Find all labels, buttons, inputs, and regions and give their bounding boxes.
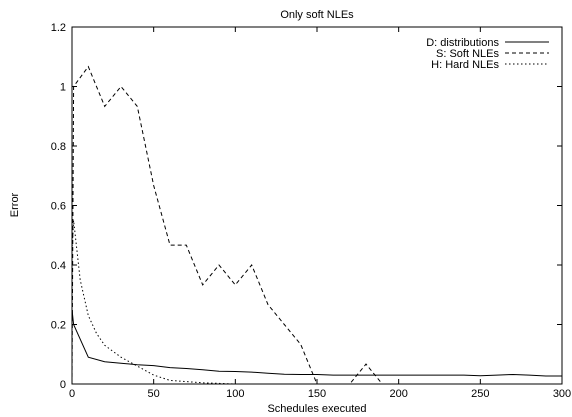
x-tick-label: 0 xyxy=(69,388,75,400)
y-tick-label: 0.6 xyxy=(51,201,66,213)
y-tick-label: 1 xyxy=(60,82,66,94)
y-tick-label: 0 xyxy=(60,379,66,391)
x-tick-label: 300 xyxy=(553,388,571,400)
y-axis-label: Error xyxy=(9,192,21,217)
y-tick-label: 1.2 xyxy=(51,22,66,34)
x-tick-label: 100 xyxy=(226,388,244,400)
y-tick-label: 0.8 xyxy=(51,141,66,153)
legend-label: D: distributions xyxy=(426,37,499,49)
y-tick-label: 0.4 xyxy=(51,260,66,272)
series-line-3 xyxy=(71,220,562,385)
x-tick-label: 150 xyxy=(308,388,326,400)
series-line-1 xyxy=(71,309,562,377)
x-axis-label: Schedules executed xyxy=(267,403,366,415)
x-tick-label: 50 xyxy=(148,388,160,400)
chart-title: Only soft NLEs xyxy=(280,9,354,21)
x-tick-label: 200 xyxy=(389,388,407,400)
plot-frame xyxy=(71,26,563,385)
y-tick-label: 0.2 xyxy=(51,320,66,332)
legend-label: H: Hard NLEs xyxy=(431,59,499,71)
plot-layer: 0 50 100 150 200 250 300 0 0.2 0.4 0.6 0.8 1 1.2 xyxy=(51,22,571,400)
legend-label: S: Soft NLEs xyxy=(436,48,499,60)
x-tick-label: 250 xyxy=(471,388,489,400)
series-line-2 xyxy=(71,65,562,385)
